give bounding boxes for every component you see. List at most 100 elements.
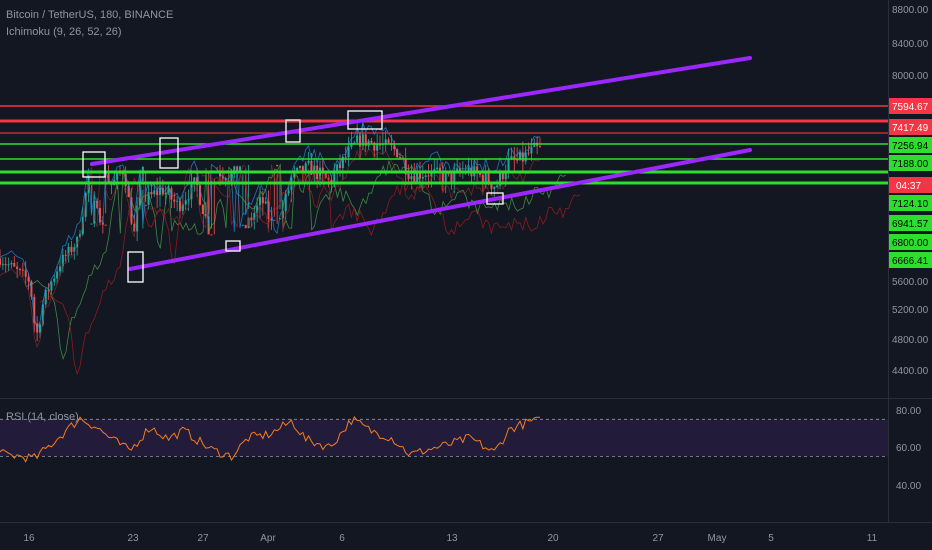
candle-body [150,191,153,195]
ichimoku-span-b [39,167,581,376]
candle-body [301,165,304,173]
rsi-legend[interactable]: RSI (14, close) [6,411,79,423]
candle-body [530,146,533,154]
candle-body [147,191,150,205]
candle-body [153,190,156,195]
candle-body [487,173,490,184]
candle-body [287,190,290,194]
candle-body [256,205,259,214]
rsi-tick-label: 60.00 [896,443,921,454]
candle-body [407,174,410,180]
time-tick-label: 11 [867,533,878,544]
price-level-tag-label: 7256.94 [892,141,929,152]
candle-body [376,144,379,151]
candle-body [350,142,353,147]
ichimoku-tenkan [0,122,541,331]
candle-body [527,152,530,154]
price-level-tag-bg [889,234,932,250]
candle-body [519,152,521,160]
candle-body [321,167,324,173]
candle-body [219,172,221,177]
candle-body [159,187,161,196]
candle-body [393,145,396,150]
candle-body [73,247,76,252]
candle-body [410,175,413,180]
price-level-tag-label: 7124.10 [892,199,929,210]
price-level-tag: 7417.49 [889,119,932,135]
price-axis: 8800.00 8400.00 8000.00 5600.00 5200.00 4800.… [892,5,929,377]
candle-body [116,172,119,180]
candle-body [244,224,247,229]
price-tick-label: 5600.00 [892,277,929,288]
rsi-band-fill [0,419,888,457]
candle-body [296,168,299,171]
candle-body [104,224,107,226]
current-price-countdown: 04:37 [896,181,921,192]
price-level-tag-label: 6666.41 [892,256,929,267]
pivot-box [82,151,106,178]
price-tick-label: 8400.00 [892,39,929,50]
time-tick-label: 6 [339,533,345,544]
price-level-tag-label: 6800.00 [892,238,929,249]
candle-body [501,172,504,180]
channel-upper-line [90,56,752,166]
pivot-box [159,137,179,169]
candle-body [456,168,459,171]
candle-body [39,324,41,333]
candle-body [4,264,7,266]
candle-body [133,223,136,232]
candle-body [47,289,50,291]
symbol-title[interactable]: Bitcoin / TetherUS, 180, BINANCE [6,9,174,21]
pivot-box [486,192,504,205]
candle-body [156,190,159,196]
candle-body [439,167,441,173]
price-level-tag-bg [889,215,932,231]
candle-body [444,173,447,183]
candle-body [524,152,527,162]
rsi-line [0,415,540,463]
candle-body [259,197,261,206]
candle-body [399,157,401,159]
candle-body [513,156,516,160]
candle-body [224,178,227,181]
time-tick-label: 16 [23,533,35,544]
candle-body [507,158,510,173]
candle-body [476,166,479,174]
price-level-tag-bg [889,155,932,171]
candle-body [499,172,501,186]
candle-body [176,200,179,202]
candle-body [19,268,21,270]
candle-body [50,281,53,291]
price-level-tag: 7124.10 [889,195,932,211]
candle-body [493,187,496,189]
candle-body [64,254,67,256]
candle-body [299,165,301,169]
candle-body [67,246,70,256]
candle-body [344,156,347,158]
candle-body [179,200,181,212]
time-tick-label: Apr [260,533,276,544]
candle-body [90,223,93,225]
ichimoku-legend[interactable]: Ichimoku (9, 26, 52, 26) [6,26,122,38]
price-tick-label: 8800.00 [892,5,929,16]
candle-body [481,174,484,184]
candle-body [41,304,44,325]
candle-body [253,213,256,221]
price-tick-label: 5200.00 [892,305,929,316]
candle-body [10,263,13,265]
candle-body [310,160,313,175]
time-tick-label: 20 [547,533,559,544]
ichimoku-lines [0,122,581,376]
candle-body [270,219,273,221]
candle-body [450,173,453,183]
candle-body [467,167,470,172]
candle-body [27,276,30,282]
candle-body [347,146,350,158]
price-level-tag: 7188.00 [889,155,932,171]
candle-body [167,188,170,193]
candle-body [84,192,87,217]
candle-body [504,172,507,180]
current-price-tag-bg [889,177,932,193]
